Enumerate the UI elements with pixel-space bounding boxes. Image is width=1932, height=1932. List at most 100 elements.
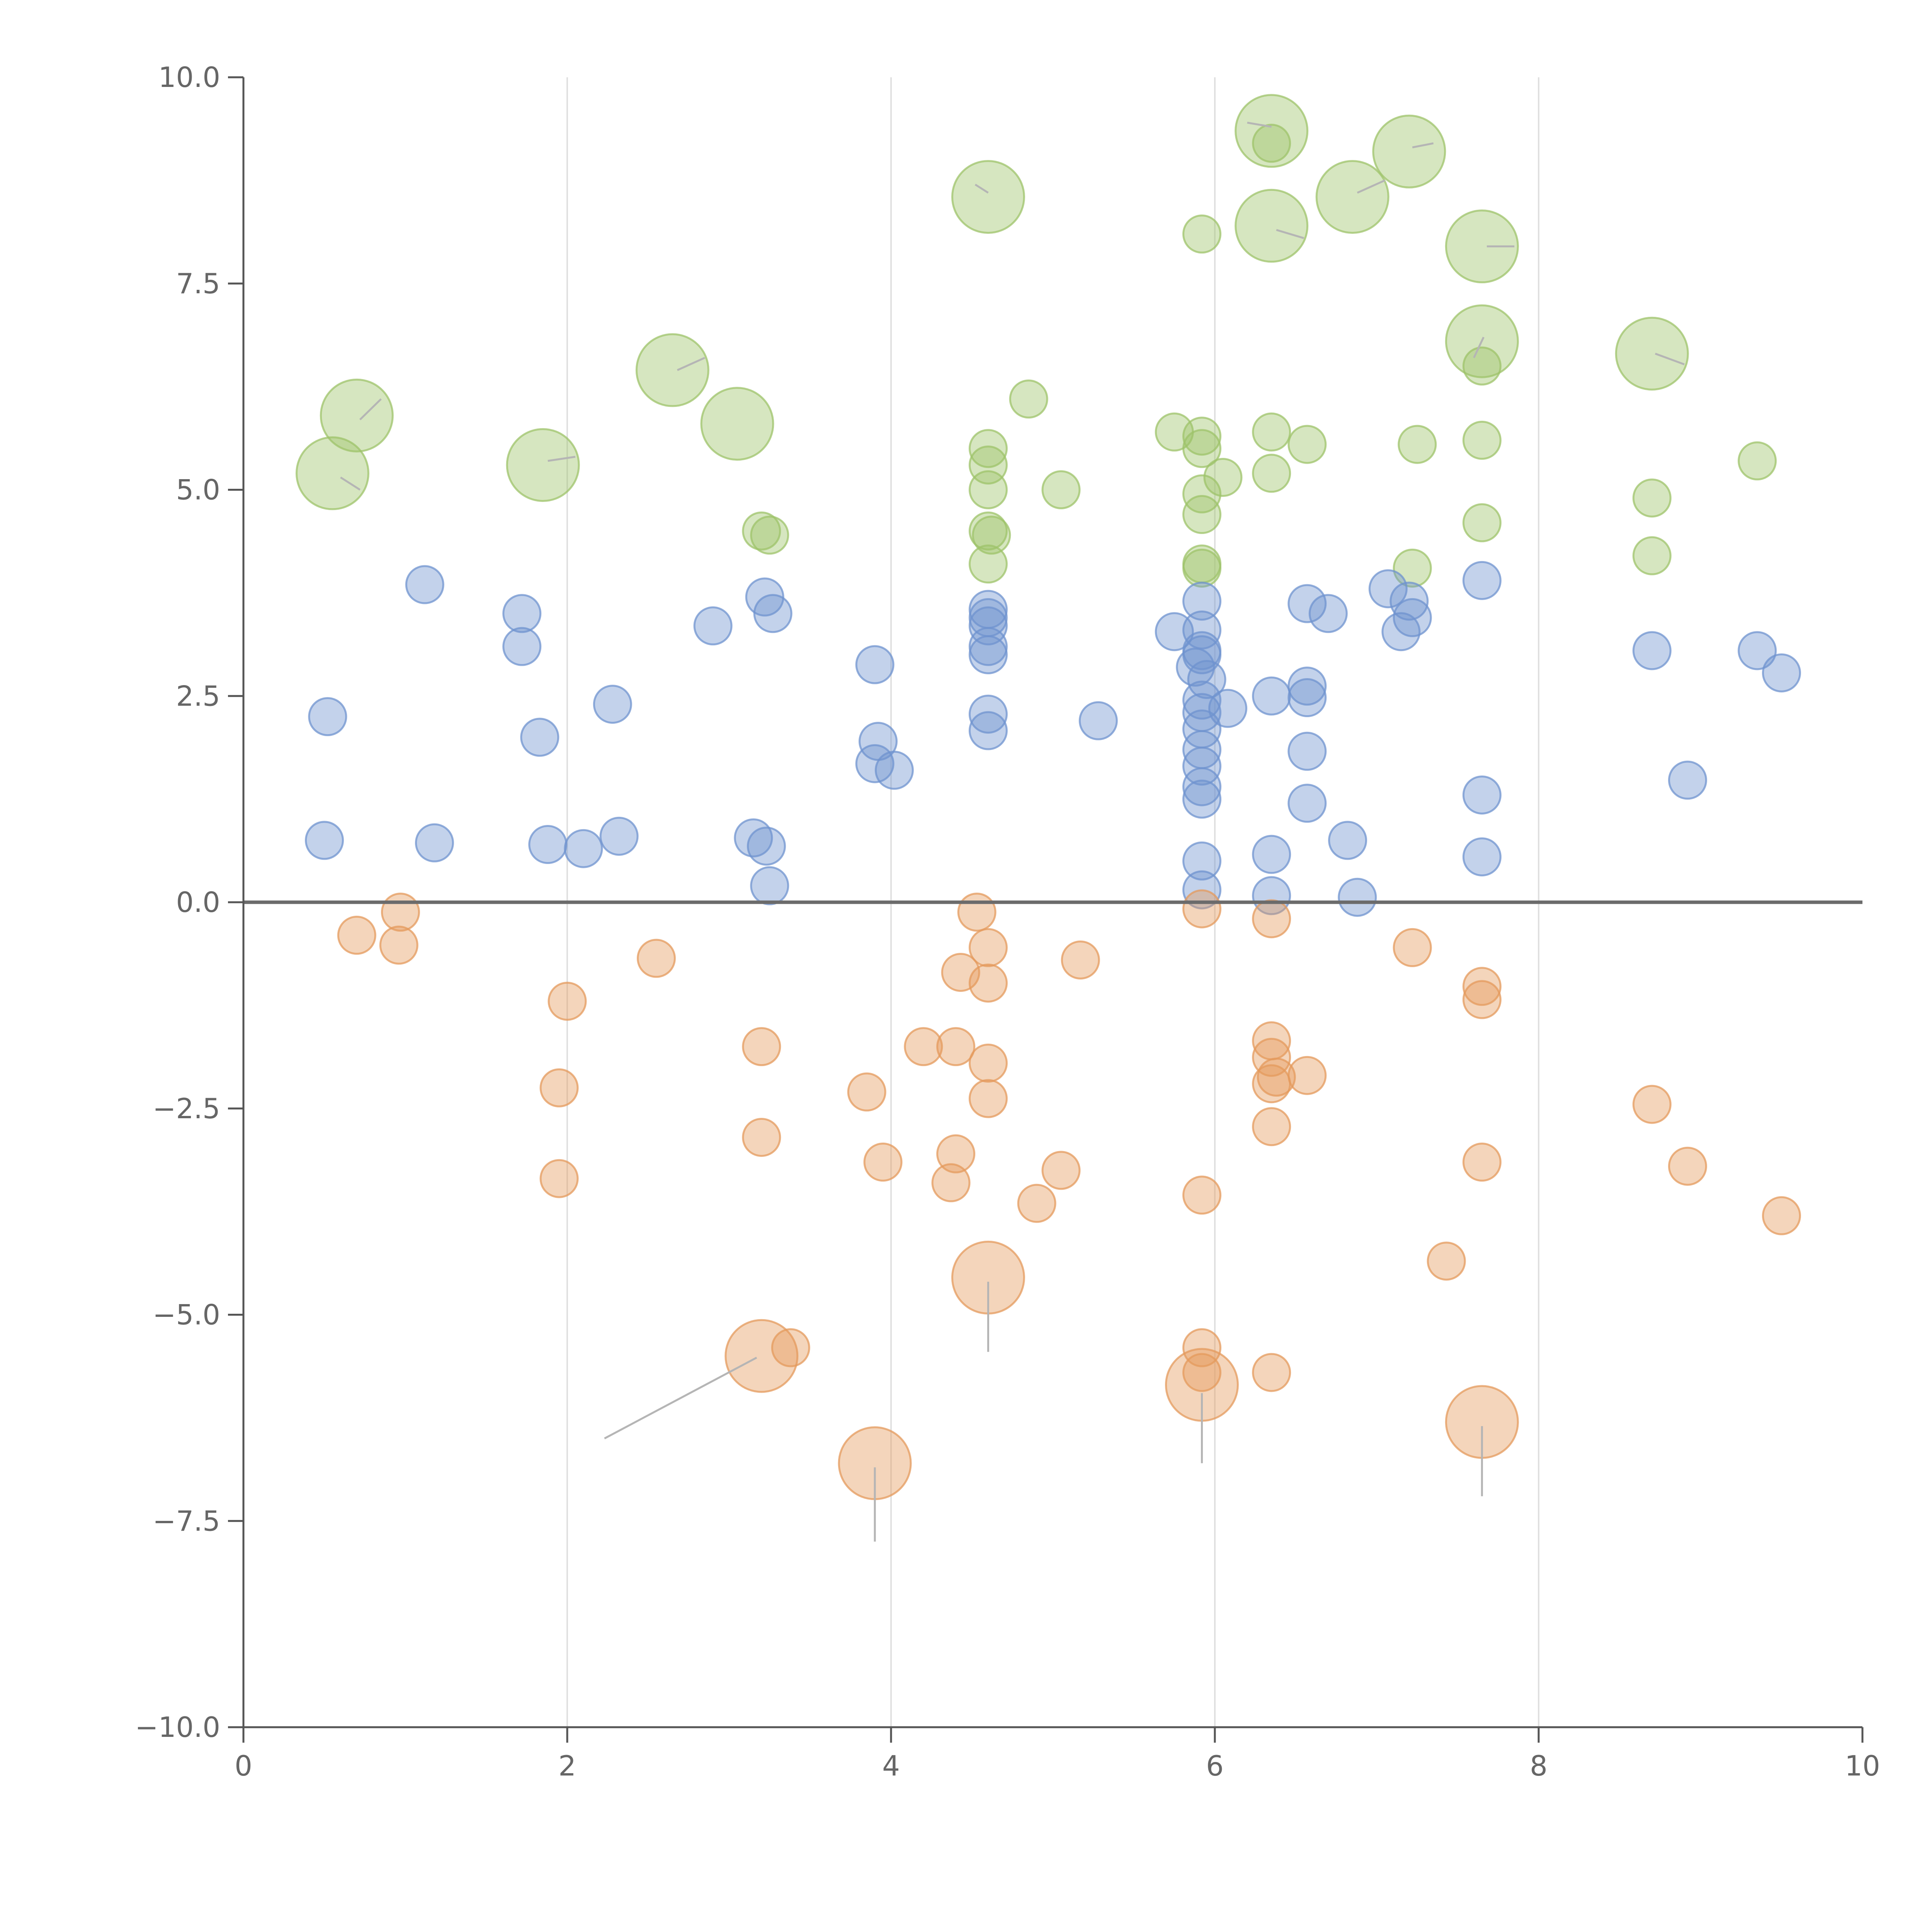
green-bubble-7 [1235, 189, 1309, 263]
green-bubble-35 [1287, 425, 1327, 464]
leader-line-7 [548, 456, 576, 462]
green-bubble-41 [1632, 478, 1672, 518]
orange-bubble-23 [1041, 1151, 1081, 1190]
orange-bubble-17 [957, 893, 997, 932]
green-bubble-27 [1182, 495, 1221, 534]
y-tick-label: −5.0 [153, 1299, 220, 1331]
blue-bubble-38 [1208, 689, 1248, 728]
blue-bubble-66 [1738, 631, 1777, 670]
green-bubble-14 [750, 515, 789, 555]
leader-line-12 [1357, 179, 1385, 194]
blue-bubble-57 [1368, 569, 1408, 609]
green-bubble-17 [968, 470, 1008, 509]
blue-bubble-0 [308, 697, 347, 736]
orange-bubble-16 [931, 1163, 971, 1202]
blue-bubble-43 [1182, 779, 1221, 819]
green-bubble-33 [1252, 412, 1291, 452]
blue-bubble-52 [1287, 731, 1327, 771]
green-bubble-8 [1315, 160, 1389, 234]
green-bubble-21 [1009, 379, 1048, 419]
orange-bubble-20 [968, 1043, 1008, 1083]
blue-bubble-30 [1182, 582, 1221, 621]
leader-line-5 [359, 398, 382, 420]
orange-bubble-3 [548, 981, 587, 1021]
green-bubble-30 [1203, 457, 1243, 497]
blue-bubble-27 [968, 711, 1008, 750]
leader-line-13 [1412, 142, 1434, 148]
orange-bubble-0 [337, 915, 376, 955]
x-tick-label: 10 [1845, 1750, 1880, 1782]
y-tick-label: −7.5 [153, 1505, 220, 1537]
blue-bubble-50 [1287, 667, 1327, 706]
y-tick-label: −2.5 [153, 1092, 220, 1125]
blue-bubble-5 [502, 627, 542, 666]
y-tick-label: 5.0 [176, 474, 220, 506]
orange-bubble-38 [1427, 1242, 1466, 1281]
orange-bubble-22 [1017, 1184, 1056, 1223]
green-bubble-39 [1462, 420, 1502, 460]
green-bubble-31 [1182, 214, 1221, 254]
y-tick-label: −10.0 [135, 1711, 220, 1743]
blue-bubble-14 [753, 594, 793, 633]
leader-layer [340, 121, 1685, 1542]
blue-bubble-3 [415, 823, 454, 862]
y-tick-label: 7.5 [176, 267, 220, 300]
blue-bubble-4 [502, 594, 542, 633]
bubble-layer [295, 94, 1801, 1500]
leader-line-11 [1276, 229, 1304, 239]
blue-bubble-48 [1252, 876, 1291, 915]
orange-bubble-9 [771, 1328, 810, 1367]
orange-bubble-13 [936, 1027, 976, 1066]
green-bubble-2 [506, 428, 580, 502]
blue-bubble-26 [968, 694, 1008, 734]
blue-bubble-7 [528, 825, 568, 864]
orange-bubble-4 [539, 1068, 579, 1107]
blue-bubble-9 [593, 685, 632, 724]
blue-bubble-63 [1462, 837, 1502, 877]
orange-bubble-34 [1287, 1056, 1327, 1095]
orange-bubble-25 [1182, 889, 1221, 929]
leader-line-15 [1473, 337, 1485, 358]
blue-bubble-15 [747, 827, 786, 866]
orange-bubble-26 [1182, 1175, 1221, 1215]
green-bubble-22 [1041, 470, 1081, 509]
x-tick-label: 6 [1206, 1750, 1224, 1782]
blue-bubble-33 [1182, 635, 1221, 674]
orange-bubble-42 [1632, 1085, 1672, 1124]
blue-bubble-10 [599, 816, 639, 856]
orange-bubble-24 [1061, 940, 1100, 980]
x-tick-label: 0 [235, 1750, 252, 1782]
blue-bubble-36 [1182, 680, 1221, 720]
leader-line-9 [975, 184, 989, 194]
orange-bubble-45 [724, 1319, 799, 1393]
blue-bubble-61 [1462, 561, 1502, 600]
blue-bubble-28 [1078, 701, 1118, 740]
orange-bubble-6 [636, 939, 676, 978]
blue-bubble-67 [1762, 653, 1801, 692]
blue-bubble-51 [1287, 678, 1327, 718]
orange-bubble-8 [742, 1117, 781, 1157]
green-bubble-37 [1398, 425, 1437, 464]
green-bubble-32 [1252, 124, 1291, 163]
green-bubble-40 [1462, 503, 1502, 543]
orange-bubble-29 [1252, 899, 1291, 939]
orange-bubble-1 [381, 893, 420, 932]
orange-bubble-12 [904, 1027, 943, 1066]
y-tick-label: 0.0 [176, 886, 220, 918]
blue-bubble-64 [1632, 631, 1672, 670]
blue-bubble-29 [1155, 612, 1194, 651]
blue-bubble-53 [1287, 784, 1327, 823]
x-tick-label: 8 [1530, 1750, 1548, 1782]
blue-bubble-59 [1389, 582, 1429, 621]
orange-bubble-35 [1252, 1107, 1291, 1146]
green-bubble-4 [700, 387, 774, 461]
green-bubble-12 [1615, 316, 1689, 391]
orange-bubble-7 [742, 1027, 781, 1066]
green-bubble-3 [635, 333, 709, 407]
green-bubble-43 [1738, 441, 1777, 481]
blue-bubble-24 [968, 627, 1008, 666]
blue-bubble-56 [1338, 878, 1377, 917]
leader-line-8 [677, 357, 706, 371]
